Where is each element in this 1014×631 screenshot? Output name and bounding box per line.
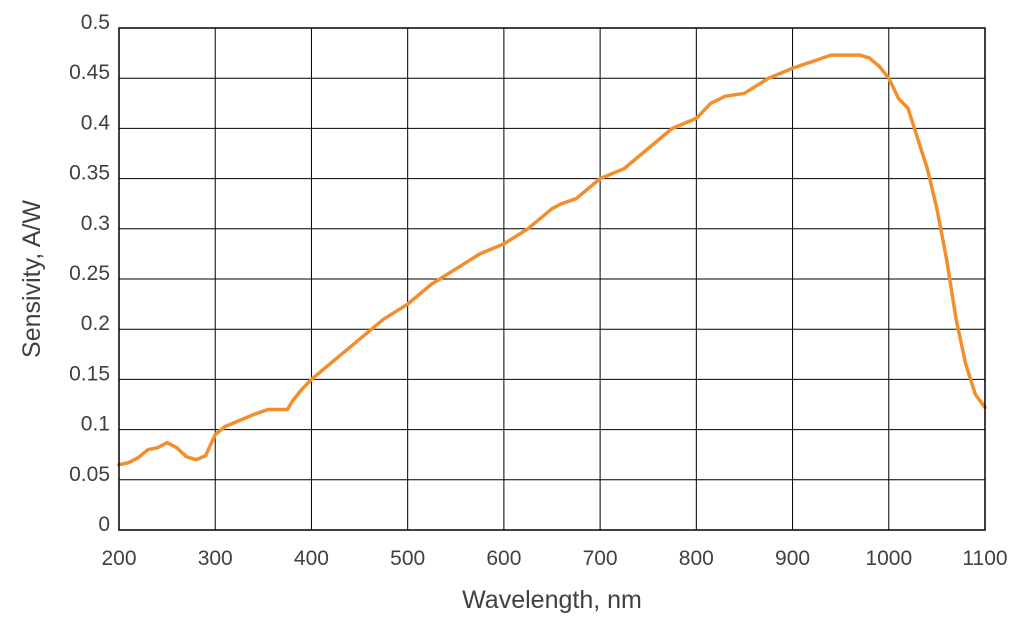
y-tick-label: 0.45 [69, 61, 110, 84]
y-tick-labels: 0 0.05 0.1 0.15 0.2 0.25 0.3 0.35 0.4 0.45 0.5 [69, 11, 110, 536]
x-tick-label: 700 [583, 547, 618, 570]
plot-frame [118, 27, 986, 531]
x-tick-label: 400 [294, 547, 329, 570]
y-tick-label: 0.05 [69, 463, 110, 486]
y-tick-label: 0.2 [81, 312, 110, 335]
x-tick-label: 300 [198, 547, 233, 570]
y-tick-label: 0.3 [81, 212, 110, 235]
x-tick-label: 800 [679, 547, 714, 570]
x-tick-label: 500 [390, 547, 425, 570]
x-tick-label: 1100 [962, 547, 1007, 570]
y-tick-label: 0.4 [81, 111, 111, 134]
y-tick-label: 0.1 [81, 413, 110, 436]
y-tick-label: 0.25 [69, 262, 110, 285]
x-tick-labels: 200 300 400 500 600 700 800 900 1000 1100 [101, 547, 1007, 570]
grid-lines [118, 27, 986, 531]
x-tick-label: 600 [486, 547, 521, 570]
x-tick-label: 200 [101, 547, 136, 570]
y-tick-label: 0.15 [69, 362, 110, 385]
series-layer [117, 53, 987, 467]
series-line [117, 53, 987, 467]
y-axis-title: Sensivity, A/W [18, 200, 46, 358]
x-tick-label: 900 [775, 547, 810, 570]
x-tick-label: 1000 [865, 547, 912, 570]
x-axis-title: Wavelength, nm [462, 586, 642, 614]
y-tick-label: 0 [98, 513, 110, 536]
y-tick-label: 0.5 [81, 11, 110, 34]
y-tick-label: 0.35 [69, 162, 110, 185]
